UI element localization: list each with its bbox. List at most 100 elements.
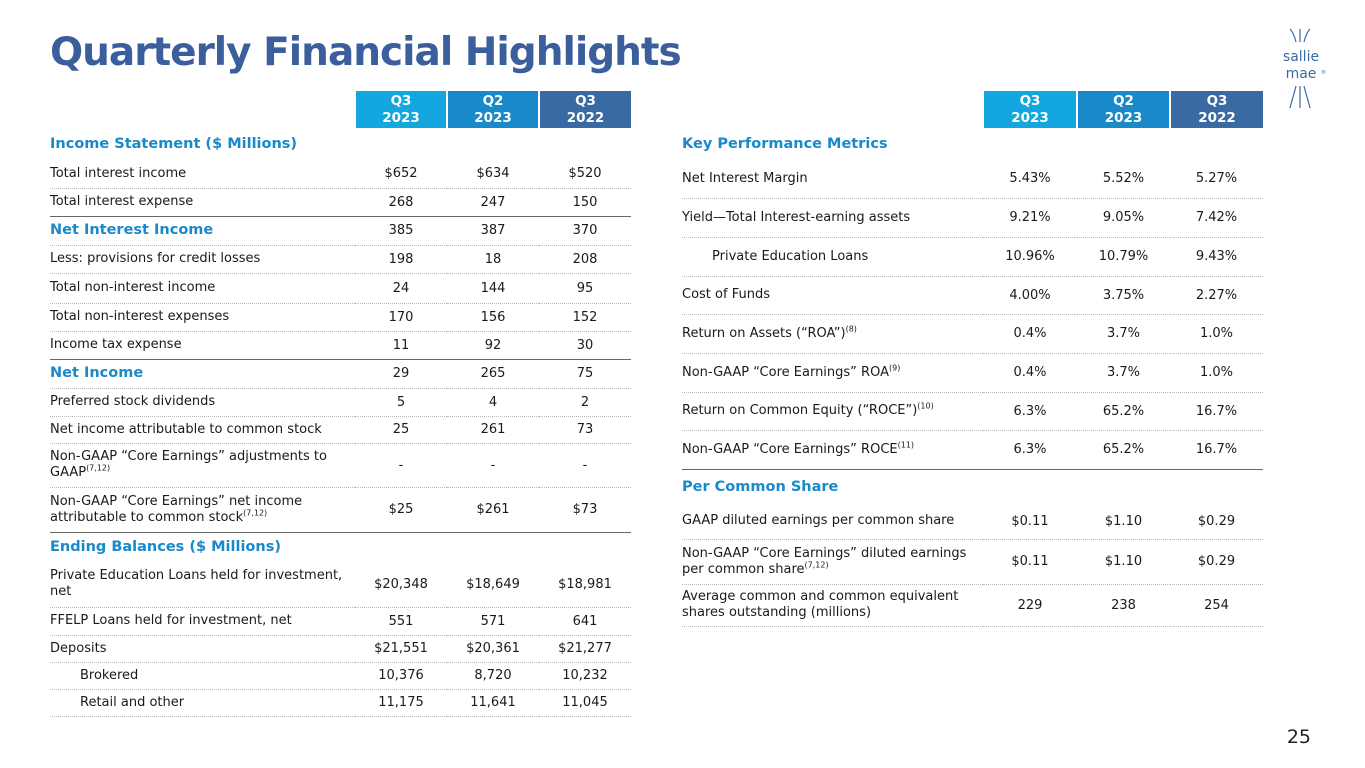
table-row: Total non-interest income 24 144 95 xyxy=(50,273,631,304)
cell-value: 0.4% xyxy=(983,353,1077,393)
cell-value: 208 xyxy=(539,245,631,274)
table-row: Net Income 29 265 75 xyxy=(50,359,631,389)
cell-value: 24 xyxy=(355,273,447,304)
row-label: Less: provisions for credit losses xyxy=(50,245,355,274)
table-row: Yield—Total Interest-earning assets 9.21%… xyxy=(682,198,1263,238)
cell-value: $520 xyxy=(539,160,631,189)
table-row: Deposits $21,551 $20,361 $21,277 xyxy=(50,635,631,663)
table-row: Non-GAAP “Core Earnings” diluted earning… xyxy=(682,539,1263,585)
table-row: Less: provisions for credit losses 198 18 2… xyxy=(50,245,631,274)
income-statement-table: Q3 2023 Q2 2023 Q3 2022 Income Statement ($… xyxy=(50,91,631,717)
cell-value: 551 xyxy=(355,607,447,636)
table-row: Net Interest Income 385 387 370 xyxy=(50,216,631,246)
section-title: Ending Balances ($ Millions) xyxy=(50,539,281,556)
cell-value: 10,232 xyxy=(539,662,631,690)
cell-value: 10.96% xyxy=(983,237,1077,277)
header-blank xyxy=(682,91,983,128)
cell-value: 29 xyxy=(355,359,447,389)
cell-value: $73 xyxy=(539,487,631,533)
cell-value: 4 xyxy=(447,388,539,417)
footnote-ref: (7,12) xyxy=(243,508,268,518)
cell-value: 229 xyxy=(983,584,1077,627)
table-row: Cost of Funds 4.00% 3.75% 2.27% xyxy=(682,276,1263,315)
column-header: Q2 2023 xyxy=(446,91,539,128)
cell-value: 254 xyxy=(1170,584,1263,627)
row-label: Private Education Loans xyxy=(682,237,983,277)
logo-line1: sallie xyxy=(1283,49,1319,65)
cell-value: 265 xyxy=(447,359,539,389)
table-row: Retail and other 11,175 11,641 11,045 xyxy=(50,689,631,717)
cell-value: 25 xyxy=(355,416,447,444)
row-label: Deposits xyxy=(50,635,355,663)
row-label: Return on Common Equity (“ROCE”)(10) xyxy=(682,392,983,431)
table-row: Total interest expense 268 247 150 xyxy=(50,188,631,217)
cell-value: 385 xyxy=(355,216,447,246)
cell-value: 6.3% xyxy=(983,430,1077,470)
column-header: Q2 2023 xyxy=(1076,91,1170,128)
cell-value: $20,348 xyxy=(355,562,447,608)
footnote-ref: (11) xyxy=(897,440,915,450)
cell-value: $20,361 xyxy=(447,635,539,663)
row-label: Net Income xyxy=(50,359,355,389)
column-header-row: Q3 2023 Q2 2023 Q3 2022 xyxy=(50,91,631,128)
footnote-ref: (8) xyxy=(845,324,857,334)
cell-value: 261 xyxy=(447,416,539,444)
page-number: 25 xyxy=(1286,726,1311,748)
cell-value: - xyxy=(447,443,539,488)
row-label: FFELP Loans held for investment, net xyxy=(50,607,355,636)
cell-value: 3.75% xyxy=(1077,276,1170,315)
table-row: Non-GAAP “Core Earnings” ROA(9) 0.4% 3.7% 1… xyxy=(682,353,1263,393)
cell-value: $0.11 xyxy=(983,539,1077,585)
row-label: Total interest expense xyxy=(50,188,355,217)
cell-value: $18,649 xyxy=(447,562,539,608)
table-row: Return on Assets (“ROA”)(8) 0.4% 3.7% 1.0% xyxy=(682,314,1263,354)
cell-value: 1.0% xyxy=(1170,353,1263,393)
cell-value: 3.7% xyxy=(1077,353,1170,393)
column-header-row: Q3 2023 Q2 2023 Q3 2022 xyxy=(682,91,1263,128)
table-row: Non-GAAP “Core Earnings” adjustments to … xyxy=(50,443,631,488)
row-label: Non-GAAP “Core Earnings” adjustments to … xyxy=(50,443,355,488)
cell-value: 7.42% xyxy=(1170,198,1263,238)
sallie-mae-logo: sallie mae ® xyxy=(1276,28,1328,110)
row-label: Average common and common equivalent sha… xyxy=(682,584,983,627)
logo-line2: mae xyxy=(1286,66,1317,82)
header-blank xyxy=(50,91,355,128)
cell-value: 144 xyxy=(447,273,539,304)
cell-value: 9.05% xyxy=(1077,198,1170,238)
table-row: Income tax expense 11 92 30 xyxy=(50,331,631,360)
cell-value: 10,376 xyxy=(355,662,447,690)
cell-value: 152 xyxy=(539,303,631,332)
cell-value: 247 xyxy=(447,188,539,217)
cell-value: 18 xyxy=(447,245,539,274)
cell-value: $1.10 xyxy=(1077,504,1170,540)
table-row: Non-GAAP “Core Earnings” net income attr… xyxy=(50,487,631,533)
key-metrics-table: Q3 2023 Q2 2023 Q3 2022 Key Performance Met… xyxy=(682,91,1263,627)
cell-value: 238 xyxy=(1077,584,1170,627)
cell-value: 5 xyxy=(355,388,447,417)
cell-value: 370 xyxy=(539,216,631,246)
cell-value: - xyxy=(539,443,631,488)
row-label: Preferred stock dividends xyxy=(50,388,355,417)
cell-value: 0.4% xyxy=(983,314,1077,354)
cell-value: 3.7% xyxy=(1077,314,1170,354)
table-row: Non-GAAP “Core Earnings” ROCE(11) 6.3% 65.… xyxy=(682,430,1263,470)
row-label: Net Interest Margin xyxy=(682,160,983,199)
cell-value: 11,641 xyxy=(447,689,539,717)
cell-value: $21,551 xyxy=(355,635,447,663)
table-row: Total non-interest expenses 170 156 152 xyxy=(50,303,631,332)
cell-value: $25 xyxy=(355,487,447,533)
row-label: Net income attributable to common stock xyxy=(50,416,355,444)
cell-value: 5.52% xyxy=(1077,160,1170,199)
row-label: Non-GAAP “Core Earnings” ROA(9) xyxy=(682,353,983,393)
table-row: Return on Common Equity (“ROCE”)(10) 6.3%… xyxy=(682,392,1263,431)
cell-value: 571 xyxy=(447,607,539,636)
section-title: Per Common Share xyxy=(682,478,839,495)
row-label: Non-GAAP “Core Earnings” ROCE(11) xyxy=(682,430,983,470)
row-label: Income tax expense xyxy=(50,331,355,360)
footnote-ref: (9) xyxy=(888,363,901,373)
row-label: Cost of Funds xyxy=(682,276,983,315)
logo-mark: ® xyxy=(1321,69,1326,76)
row-label: Net Interest Income xyxy=(50,216,355,246)
cell-value: 11 xyxy=(355,331,447,360)
cell-value: 95 xyxy=(539,273,631,304)
